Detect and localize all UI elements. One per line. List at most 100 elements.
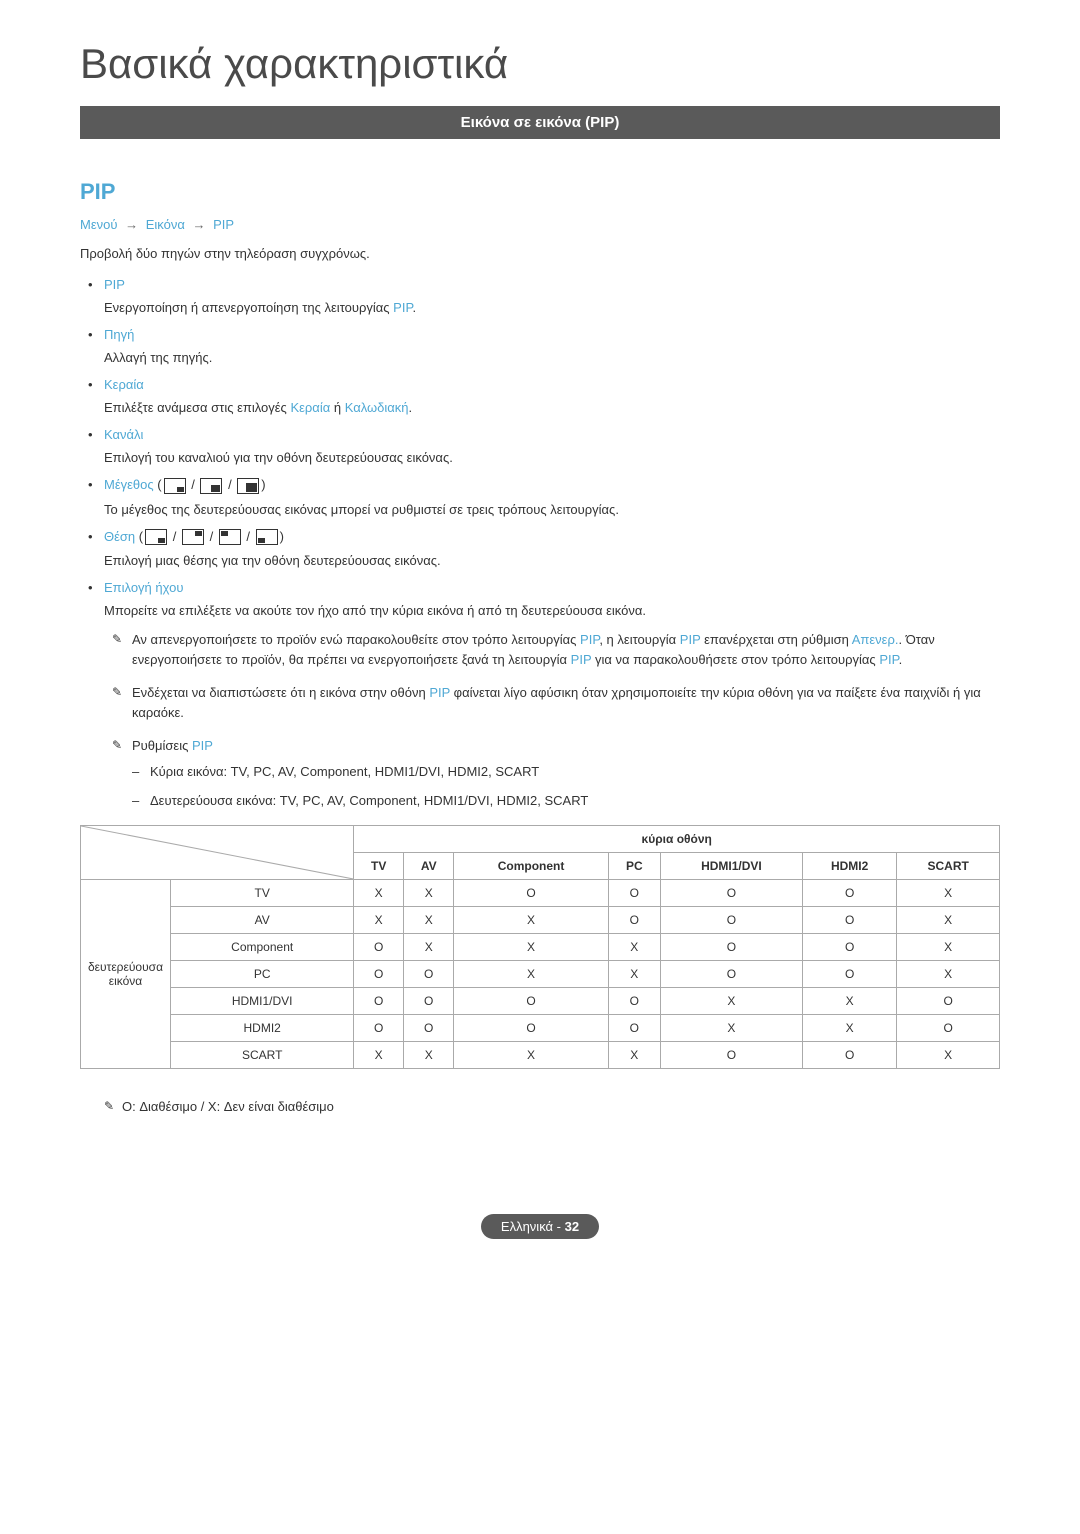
- column-header: HDMI2: [802, 852, 896, 879]
- row-label: HDMI1/DVI: [171, 987, 354, 1014]
- feature-label: Μέγεθος: [104, 477, 154, 492]
- table-cell: O: [454, 879, 608, 906]
- pos-tr-icon: [182, 529, 204, 545]
- table-cell: O: [660, 906, 802, 933]
- settings-list: Κύρια εικόνα: TV, PC, AV, Component, HDM…: [132, 762, 1000, 811]
- feature-desc: Επιλογή του καναλιού για την οθόνη δευτε…: [104, 450, 1000, 465]
- table-cell: X: [454, 906, 608, 933]
- feature-list: PIP Ενεργοποίηση ή απενεργοποίηση της λε…: [80, 277, 1000, 811]
- feature-sound: Επιλογή ήχου Μπορείτε να επιλέξετε να ακ…: [104, 580, 1000, 811]
- row-label: TV: [171, 879, 354, 906]
- feature-source: Πηγή Αλλαγή της πηγής.: [104, 327, 1000, 365]
- feature-pip: PIP Ενεργοποίηση ή απενεργοποίηση της λε…: [104, 277, 1000, 315]
- settings-item: Δευτερεύουσα εικόνα: TV, PC, AV, Compone…: [150, 791, 1000, 811]
- table-corner: [81, 825, 354, 879]
- table-cell: X: [897, 960, 1000, 987]
- arrow-icon: →: [193, 217, 206, 232]
- table-cell: X: [354, 1041, 404, 1068]
- breadcrumb-menu: Μενού: [80, 217, 117, 232]
- note-item: Αν απενεργοποιήσετε το προϊόν ενώ παρακο…: [132, 630, 1000, 669]
- feature-desc: Επιλέξτε ανάμεσα στις επιλογές Κεραία ή …: [104, 400, 1000, 415]
- sub-screen-header: δευτερεύουσα εικόνα: [81, 879, 171, 1068]
- size-small-icon: [164, 478, 186, 494]
- pip-heading: PIP: [80, 179, 1000, 205]
- table-cell: O: [802, 933, 896, 960]
- footer-lang: Ελληνικά: [501, 1219, 553, 1234]
- feature-size: Μέγεθος ( / / ) Το μέγεθος της δευτερεύο…: [104, 477, 1000, 517]
- row-label: PC: [171, 960, 354, 987]
- footer-page-number: 32: [565, 1219, 579, 1234]
- feature-antenna: Κεραία Επιλέξτε ανάμεσα στις επιλογές Κε…: [104, 377, 1000, 415]
- table-cell: O: [354, 987, 404, 1014]
- table-cell: X: [660, 1014, 802, 1041]
- arrow-icon: →: [125, 217, 138, 232]
- table-cell: O: [802, 879, 896, 906]
- main-title: Βασικά χαρακτηριστικά: [80, 40, 1000, 88]
- section-header: Εικόνα σε εικόνα (PIP): [80, 106, 1000, 139]
- table-cell: O: [354, 960, 404, 987]
- feature-label: Πηγή: [104, 327, 134, 342]
- breadcrumb-image: Εικόνα: [146, 217, 185, 232]
- table-cell: X: [660, 987, 802, 1014]
- table-cell: O: [660, 1041, 802, 1068]
- table-cell: X: [608, 1041, 660, 1068]
- table-footnote: O: Διαθέσιμο / X: Δεν είναι διαθέσιμο: [80, 1099, 1000, 1114]
- table-cell: X: [403, 933, 453, 960]
- table-cell: X: [897, 906, 1000, 933]
- table-cell: X: [454, 960, 608, 987]
- table-cell: O: [454, 1014, 608, 1041]
- feature-label: Κανάλι: [104, 427, 143, 442]
- feature-desc: Αλλαγή της πηγής.: [104, 350, 1000, 365]
- pos-tl-icon: [219, 529, 241, 545]
- feature-label: Θέση: [104, 529, 135, 544]
- table-cell: X: [403, 879, 453, 906]
- note-item: Ρυθμίσεις PIPΚύρια εικόνα: TV, PC, AV, C…: [132, 736, 1000, 811]
- row-label: SCART: [171, 1041, 354, 1068]
- table-cell: O: [660, 879, 802, 906]
- column-header: SCART: [897, 852, 1000, 879]
- table-cell: O: [354, 933, 404, 960]
- column-header: AV: [403, 852, 453, 879]
- table-cell: O: [802, 906, 896, 933]
- table-cell: O: [608, 987, 660, 1014]
- size-large-icon: [237, 478, 259, 494]
- row-label: HDMI2: [171, 1014, 354, 1041]
- note-item: Ενδέχεται να διαπιστώσετε ότι η εικόνα σ…: [132, 683, 1000, 722]
- column-header: TV: [354, 852, 404, 879]
- table-cell: X: [897, 1041, 1000, 1068]
- feature-label: PIP: [104, 277, 125, 292]
- table-row: HDMI1/DVIOOOOXXO: [81, 987, 1000, 1014]
- table-cell: X: [454, 933, 608, 960]
- table-cell: O: [660, 933, 802, 960]
- table-cell: X: [403, 906, 453, 933]
- table-cell: X: [454, 1041, 608, 1068]
- table-cell: X: [403, 1041, 453, 1068]
- table-cell: O: [354, 1014, 404, 1041]
- feature-desc: Το μέγεθος της δευτερεύουσας εικόνας μπο…: [104, 502, 1000, 517]
- table-cell: X: [608, 933, 660, 960]
- table-row: HDMI2OOOOXXO: [81, 1014, 1000, 1041]
- feature-position: Θέση ( / / / ) Επιλογή μιας θέσης για τη…: [104, 529, 1000, 569]
- table-cell: X: [897, 933, 1000, 960]
- column-header: PC: [608, 852, 660, 879]
- table-row: δευτερεύουσα εικόναTVXXOOOOX: [81, 879, 1000, 906]
- column-header: Component: [454, 852, 608, 879]
- table-cell: O: [608, 879, 660, 906]
- table-cell: O: [403, 987, 453, 1014]
- pos-bl-icon: [256, 529, 278, 545]
- footer-page-indicator: Ελληνικά - 32: [481, 1214, 599, 1239]
- table-cell: X: [608, 960, 660, 987]
- table-cell: X: [354, 879, 404, 906]
- table-cell: O: [403, 1014, 453, 1041]
- table-cell: X: [802, 1014, 896, 1041]
- table-cell: O: [897, 987, 1000, 1014]
- table-cell: O: [660, 960, 802, 987]
- table-cell: O: [802, 960, 896, 987]
- table-row: ComponentOXXXOOX: [81, 933, 1000, 960]
- table-cell: O: [454, 987, 608, 1014]
- column-header: HDMI1/DVI: [660, 852, 802, 879]
- table-row: AVXXXOOOX: [81, 906, 1000, 933]
- table-cell: O: [897, 1014, 1000, 1041]
- row-label: Component: [171, 933, 354, 960]
- table-row: SCARTXXXXOOX: [81, 1041, 1000, 1068]
